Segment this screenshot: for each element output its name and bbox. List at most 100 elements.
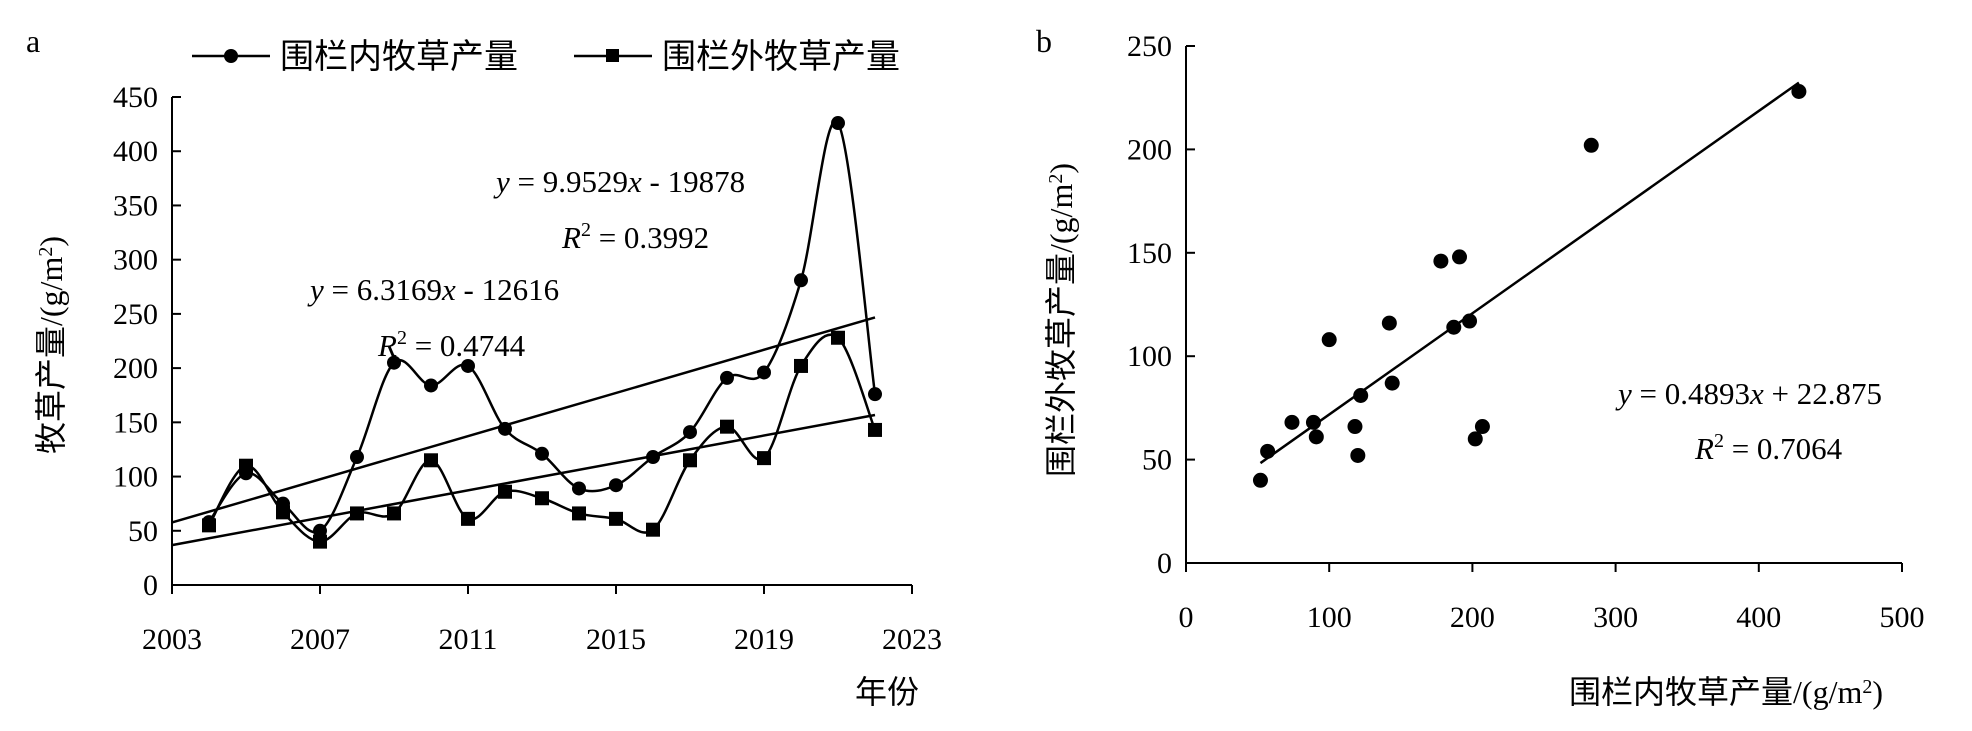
x-ticks-a: 2003 2007 2011 2015 2019 2023 <box>142 585 942 656</box>
data-point-outside <box>461 511 475 526</box>
trend-r2-inside: R2 = 0.3992 <box>561 219 709 255</box>
scatter-point <box>1284 414 1300 430</box>
scatter-point <box>1381 315 1397 331</box>
data-point-inside <box>757 365 771 380</box>
x-tick-label-b: 200 <box>1450 601 1495 634</box>
y-ticks-b: 0 50 100 150 200 250 <box>1127 30 1195 580</box>
legend-label-inside: 围栏内牧草产量 <box>280 38 518 76</box>
scatter-point <box>1347 419 1363 435</box>
y-tick-label-a: 200 <box>113 352 158 385</box>
data-point-outside <box>202 518 216 533</box>
trend-equation-inside: y = 9.9529x - 19878 <box>493 164 745 199</box>
legend-marker-outside <box>606 49 619 62</box>
x-tick-label-b: 500 <box>1880 601 1925 634</box>
x-tick-label-b: 300 <box>1593 601 1638 634</box>
legend-a: 围栏内牧草产量 围栏外牧草产量 <box>192 38 900 76</box>
scatter-point <box>1452 249 1468 265</box>
scatter-point <box>1384 375 1400 391</box>
y-axis-label-a: 牧草产量/(g/m2) <box>33 236 69 454</box>
data-point-inside <box>498 421 512 436</box>
y-tick-label-a: 100 <box>113 461 158 494</box>
y-tick-label-a: 150 <box>113 406 158 439</box>
x-tick-label-a: 2007 <box>290 623 350 656</box>
x-tick-label-a: 2003 <box>142 623 202 656</box>
scatter-point <box>1462 313 1478 329</box>
panel-a: a 围栏内牧草产量 围栏外牧草产量 0 50 100 150 200 250 300 350 4… <box>26 23 942 710</box>
data-point-inside <box>794 273 808 288</box>
x-tick-label-a: 2015 <box>586 623 646 656</box>
data-point-outside <box>609 511 623 526</box>
fit-equation-b: y = 0.4893x + 22.875 <box>1615 376 1882 411</box>
x-tick-label-a: 2019 <box>734 623 794 656</box>
data-point-inside <box>572 481 586 496</box>
y-ticks-a: 0 50 100 150 200 250 300 350 400 450 <box>113 81 181 602</box>
scatter-point <box>1350 447 1366 463</box>
x-axis-label-b: 围栏内牧草产量/(g/m2) <box>1569 674 1883 710</box>
scatter-point <box>1583 137 1599 153</box>
fit-line-b <box>1259 81 1800 465</box>
data-point-inside <box>387 355 401 370</box>
data-point-outside <box>757 451 771 466</box>
legend-marker-inside <box>224 49 238 63</box>
scatter-point <box>1791 83 1807 99</box>
data-point-inside <box>609 478 623 493</box>
x-axis-label-a: 年份 <box>855 674 919 710</box>
y-tick-label-a: 400 <box>113 135 158 168</box>
data-point-inside <box>350 450 364 465</box>
data-point-outside <box>831 330 845 345</box>
x-ticks-b: 0 100 200 300 400 500 <box>1179 563 1925 634</box>
scatter-point <box>1433 253 1449 269</box>
trend-line-outside <box>171 413 876 547</box>
y-tick-label-a: 250 <box>113 298 158 331</box>
data-point-outside <box>424 453 438 468</box>
y-tick-label-a: 350 <box>113 189 158 222</box>
y-tick-label-b: 100 <box>1127 340 1172 373</box>
trend-equation-outside: y = 6.3169x - 12616 <box>307 272 559 307</box>
data-point-outside <box>646 522 660 537</box>
data-point-outside <box>720 419 734 434</box>
panel-a-label: a <box>26 23 40 59</box>
data-point-inside <box>868 387 882 402</box>
y-tick-label-b: 0 <box>1157 547 1172 580</box>
data-point-inside <box>461 358 475 373</box>
data-point-outside <box>276 505 290 520</box>
y-tick-label-b: 250 <box>1127 30 1172 63</box>
scatter-point <box>1252 472 1268 488</box>
y-tick-label-a: 300 <box>113 244 158 277</box>
data-point-inside <box>831 116 845 131</box>
scatter-point <box>1446 319 1462 335</box>
data-point-inside <box>535 446 549 461</box>
y-tick-label-b: 150 <box>1127 237 1172 270</box>
y-axis-label-b: 围栏外牧草产量/(g/m2) <box>1043 163 1079 477</box>
scatter-point <box>1305 414 1321 430</box>
scatter-point <box>1467 431 1483 447</box>
data-point-outside <box>239 458 253 473</box>
data-point-outside <box>868 422 882 437</box>
y-tick-label-b: 50 <box>1142 444 1172 477</box>
data-point-outside <box>572 506 586 521</box>
data-point-outside <box>387 506 401 521</box>
data-point-outside <box>313 534 327 549</box>
data-point-inside <box>646 450 660 465</box>
panel-b-label: b <box>1036 23 1052 59</box>
x-tick-label-b: 100 <box>1307 601 1352 634</box>
data-point-inside <box>313 523 327 538</box>
series-markers-outside <box>202 330 882 549</box>
scatter-point <box>1260 443 1276 459</box>
data-point-inside <box>683 425 697 440</box>
data-point-outside <box>350 506 364 521</box>
scatter-point <box>1308 429 1324 445</box>
fit-r2-b: R2 = 0.7064 <box>1694 430 1843 466</box>
scatter-point <box>1321 332 1337 348</box>
panel-b: b 0 50 100 150 200 250 0 100 200 300 400 500 围栏内牧草… <box>1036 23 1925 710</box>
x-tick-label-b: 400 <box>1736 601 1781 634</box>
trend-r2-outside: R2 = 0.4744 <box>377 327 526 363</box>
x-tick-label-a: 2023 <box>882 623 942 656</box>
y-tick-label-b: 200 <box>1127 133 1172 166</box>
scatter-point <box>1353 387 1369 403</box>
data-point-outside <box>794 358 808 373</box>
scatter-point <box>1474 419 1490 435</box>
x-tick-label-b: 0 <box>1179 601 1194 634</box>
x-tick-label-a: 2011 <box>439 623 498 656</box>
